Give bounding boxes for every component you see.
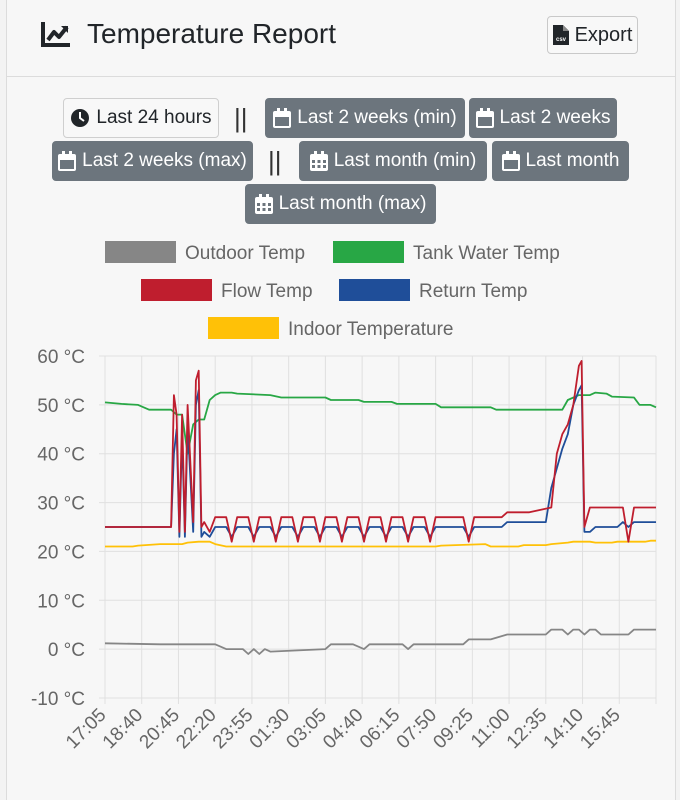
calendar-grid-icon <box>254 194 273 214</box>
range-label: Last month (max) <box>278 193 427 214</box>
clock-icon <box>71 109 90 127</box>
page-title: Temperature Report <box>87 18 337 49</box>
export-button[interactable]: csv Export <box>547 16 638 54</box>
card-header: Temperature Report csv Export <box>7 0 675 77</box>
calendar-grid-icon <box>309 151 328 171</box>
svg-text:csv: csv <box>556 37 567 43</box>
range-last-2-weeks-min-button[interactable]: Last 2 weeks (min) <box>265 98 465 138</box>
range-label: Last 24 hours <box>96 107 212 128</box>
range-label: Last month (min) <box>333 150 477 171</box>
range-last-month-min-button[interactable]: Last month (min) <box>299 141 487 181</box>
range-separator: || <box>234 103 248 133</box>
calendar-icon <box>501 151 520 171</box>
range-separator: || <box>268 146 282 176</box>
range-label: Last month <box>525 150 620 171</box>
range-last-month-button[interactable]: Last month <box>492 141 629 181</box>
range-last-month-max-button[interactable]: Last month (max) <box>245 184 436 224</box>
range-last-2-weeks-button[interactable]: Last 2 weeks <box>469 98 617 138</box>
calendar-icon <box>475 108 494 128</box>
line-chart-icon <box>41 22 70 47</box>
range-last-2-weeks-max-button[interactable]: Last 2 weeks (max) <box>52 141 253 181</box>
range-last-24-hours-button[interactable]: Last 24 hours <box>63 98 219 138</box>
export-label: Export <box>574 23 633 46</box>
csv-file-icon: csv <box>552 25 569 45</box>
calendar-icon <box>273 108 292 128</box>
calendar-icon <box>58 151 77 171</box>
range-label: Last 2 weeks (min) <box>297 107 457 128</box>
range-label: Last 2 weeks <box>499 107 611 128</box>
range-label: Last 2 weeks (max) <box>82 150 247 171</box>
